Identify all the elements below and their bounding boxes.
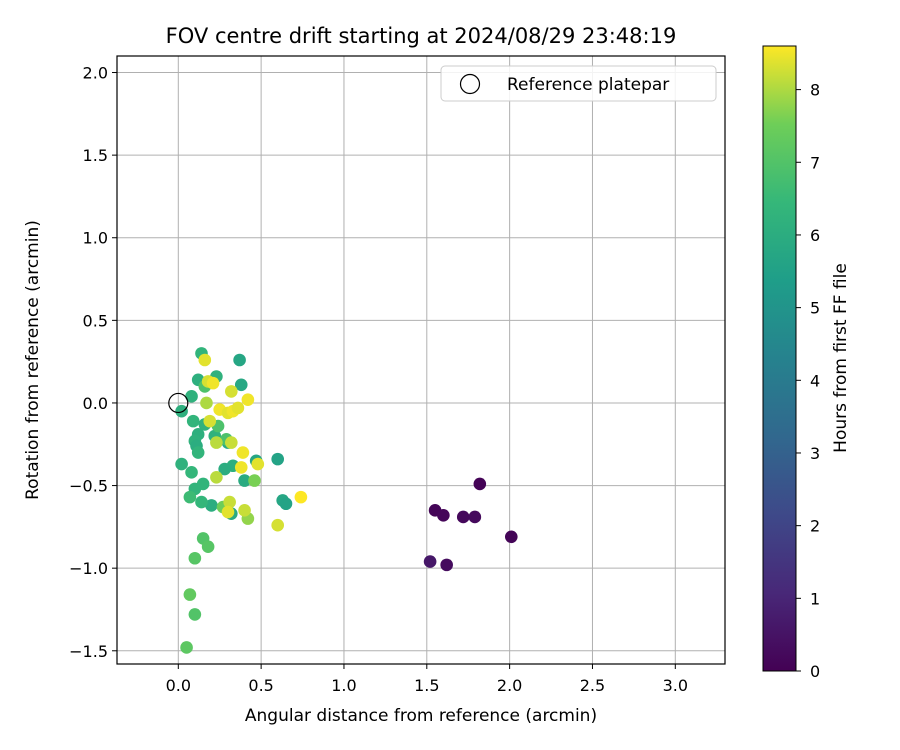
legend-reference-label: Reference platepar: [507, 75, 669, 95]
scatter-point: [238, 474, 251, 487]
scatter-point: [271, 452, 284, 466]
y-tick-label: 0.0: [83, 394, 108, 413]
x-tick-label: 3.0: [663, 676, 688, 695]
data-points: [175, 347, 518, 654]
colorbar-tick-label: 1: [810, 589, 820, 608]
scatter-point: [294, 490, 308, 504]
scatter-point: [205, 499, 218, 512]
scatter-point: [180, 641, 193, 654]
x-tick-label: 2.5: [580, 676, 605, 695]
x-tick-label: 0.0: [166, 676, 191, 695]
y-tick-label: 0.5: [83, 311, 108, 330]
scatter-point: [221, 505, 235, 519]
scatter-point: [238, 504, 251, 517]
reference-point-layer: [168, 392, 189, 414]
scatter-point: [233, 353, 246, 367]
x-tick-label: 1.0: [331, 676, 356, 695]
colorbar: 0 1 2 3 4 5 6 7 8 Hours from first FF file: [762, 45, 851, 681]
scatter-point: [191, 446, 205, 459]
scatter-point: [201, 540, 215, 553]
colorbar-ticks: 0 1 2 3 4 5 6 7 8: [796, 81, 820, 681]
scatter-point: [185, 466, 198, 479]
scatter-point: [236, 446, 250, 459]
scatter-point: [251, 457, 265, 471]
colorbar-tick-label: 4: [810, 371, 820, 390]
scatter-point: [271, 518, 284, 532]
legend-reference-marker: [459, 73, 481, 95]
colorbar-tick-label: 0: [810, 662, 820, 681]
scatter-point: [440, 558, 453, 572]
y-tick-label: 2.0: [83, 64, 108, 83]
scatter-point: [218, 462, 231, 476]
scatter-point: [248, 474, 261, 487]
scatter-point: [234, 378, 248, 392]
plot-frame: [116, 55, 726, 665]
scatter-point: [206, 376, 220, 390]
scatter-point: [241, 393, 255, 406]
chart-title: FOV centre drift starting at 2024/08/29 …: [166, 24, 677, 48]
colorbar-label: Hours from first FF file: [831, 263, 851, 453]
scatter-point: [188, 551, 202, 565]
scatter-point: [183, 490, 197, 504]
scatter-point: [234, 461, 248, 474]
colorbar-tick-label: 2: [810, 517, 820, 536]
scatter-point: [225, 436, 238, 449]
colorbar-gradient: [762, 45, 797, 672]
y-tick-label: 1.5: [83, 146, 108, 165]
x-tick-label: 0.5: [248, 676, 273, 695]
grid-lines: [117, 56, 725, 664]
scatter-point: [210, 471, 223, 484]
y-axis-ticks: −1.5 −1.0 −0.5 0.0 0.5 1.0 1.5 2.0: [69, 64, 117, 661]
scatter-point: [279, 497, 293, 511]
scatter-point: [188, 608, 202, 621]
colorbar-tick-label: 3: [810, 444, 820, 463]
scatter-point: [504, 530, 518, 544]
colorbar-tick-label: 8: [810, 81, 820, 100]
scatter-point: [175, 457, 188, 471]
colorbar-tick-label: 5: [810, 299, 820, 318]
scatter-point: [198, 353, 212, 367]
scatter-point: [203, 414, 217, 428]
y-tick-label: −1.5: [69, 642, 108, 661]
scatter-point: [437, 509, 450, 522]
scatter-point: [186, 414, 200, 428]
scatter-point: [468, 510, 482, 524]
legend: Reference platepar: [440, 65, 717, 102]
legend-box: [440, 65, 717, 102]
scatter-point: [210, 436, 223, 449]
scatter-point: [183, 588, 197, 601]
y-tick-label: −0.5: [69, 477, 108, 496]
scatter-point: [231, 401, 245, 415]
scatter-point: [200, 396, 213, 410]
scatter-point: [195, 495, 208, 509]
scatter-point: [456, 510, 470, 524]
scatter-point: [223, 495, 236, 509]
y-axis-label: Rotation from reference (arcmin): [23, 220, 43, 500]
reference-platepar-marker: [168, 392, 189, 414]
scatter-point: [175, 404, 188, 418]
colorbar-tick-label: 6: [810, 226, 820, 245]
x-axis-label: Angular distance from reference (arcmin): [245, 706, 597, 726]
y-tick-label: −1.0: [69, 559, 108, 578]
y-tick-label: 1.0: [83, 229, 108, 248]
colorbar-tick-label: 7: [810, 153, 820, 172]
scatter-point: [225, 385, 238, 398]
scatter-point: [185, 390, 198, 403]
x-tick-label: 1.5: [414, 676, 439, 695]
x-tick-label: 2.0: [497, 676, 522, 695]
scatter-point: [473, 477, 487, 491]
x-axis-ticks: 0.0 0.5 1.0 1.5 2.0 2.5 3.0: [166, 664, 688, 695]
scatter-point: [423, 555, 437, 568]
